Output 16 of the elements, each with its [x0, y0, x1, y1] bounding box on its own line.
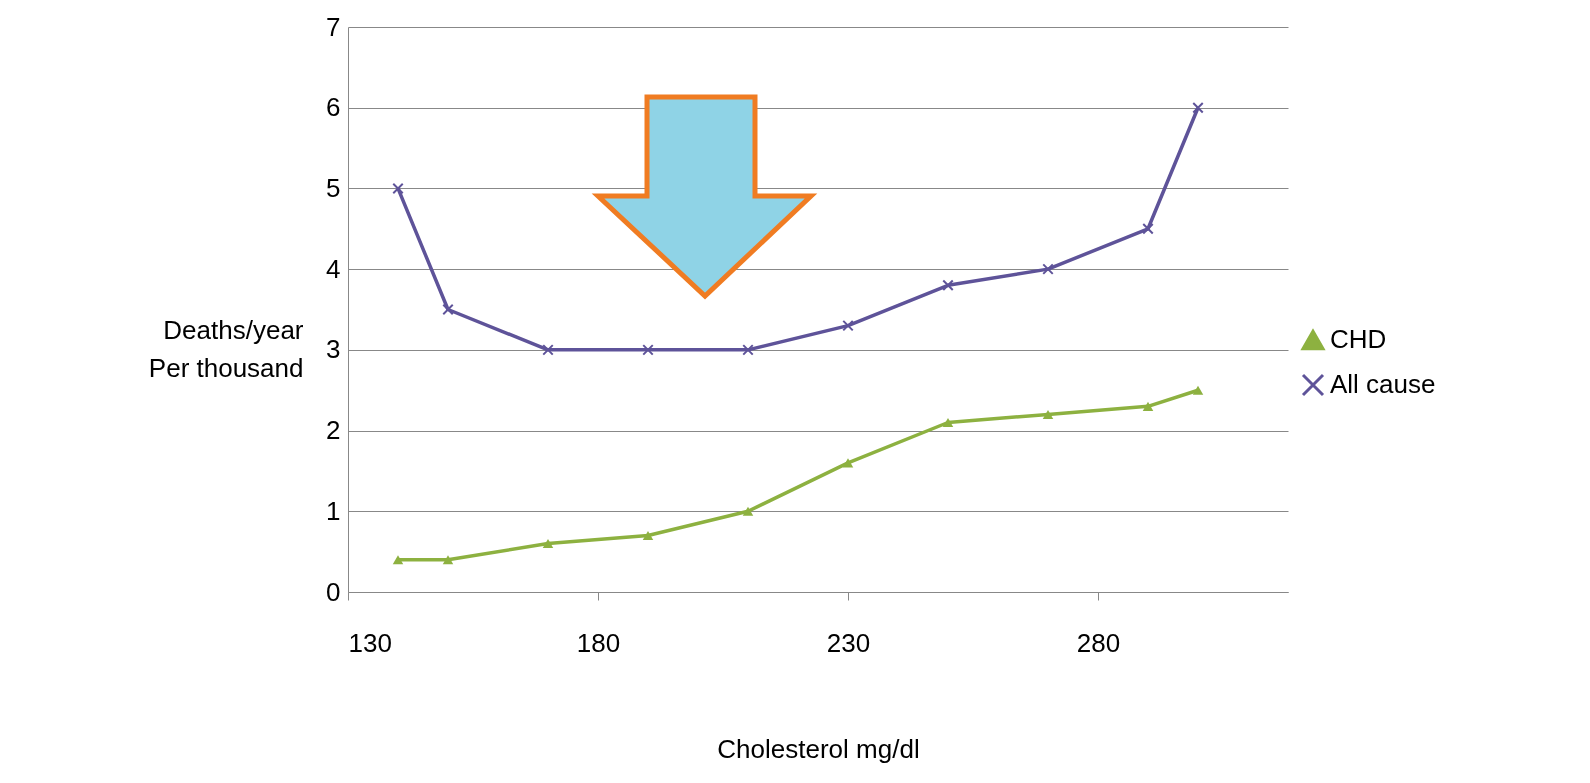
- y-tick-label: 7: [326, 11, 341, 42]
- x-tick-label: 180: [576, 627, 621, 658]
- legend-label: All cause: [1330, 369, 1436, 399]
- x-tick-label: 280: [1076, 627, 1121, 658]
- y-tick-label: 4: [326, 253, 341, 284]
- x-axis-title: Cholesterol mg/dl: [717, 733, 920, 764]
- y-tick-label: 3: [326, 334, 341, 365]
- x-tick-label: 130: [348, 627, 392, 658]
- y-tick-label: 0: [326, 576, 341, 607]
- y-tick-label: 1: [326, 495, 341, 526]
- y-tick-label: 6: [326, 92, 341, 123]
- y-tick-label: 2: [326, 415, 341, 446]
- legend-label: CHD: [1330, 324, 1387, 354]
- y-axis-title: Deaths/year Per thousand: [148, 314, 304, 383]
- y-tick-label: 5: [326, 172, 341, 203]
- x-tick-label: 230: [826, 627, 871, 658]
